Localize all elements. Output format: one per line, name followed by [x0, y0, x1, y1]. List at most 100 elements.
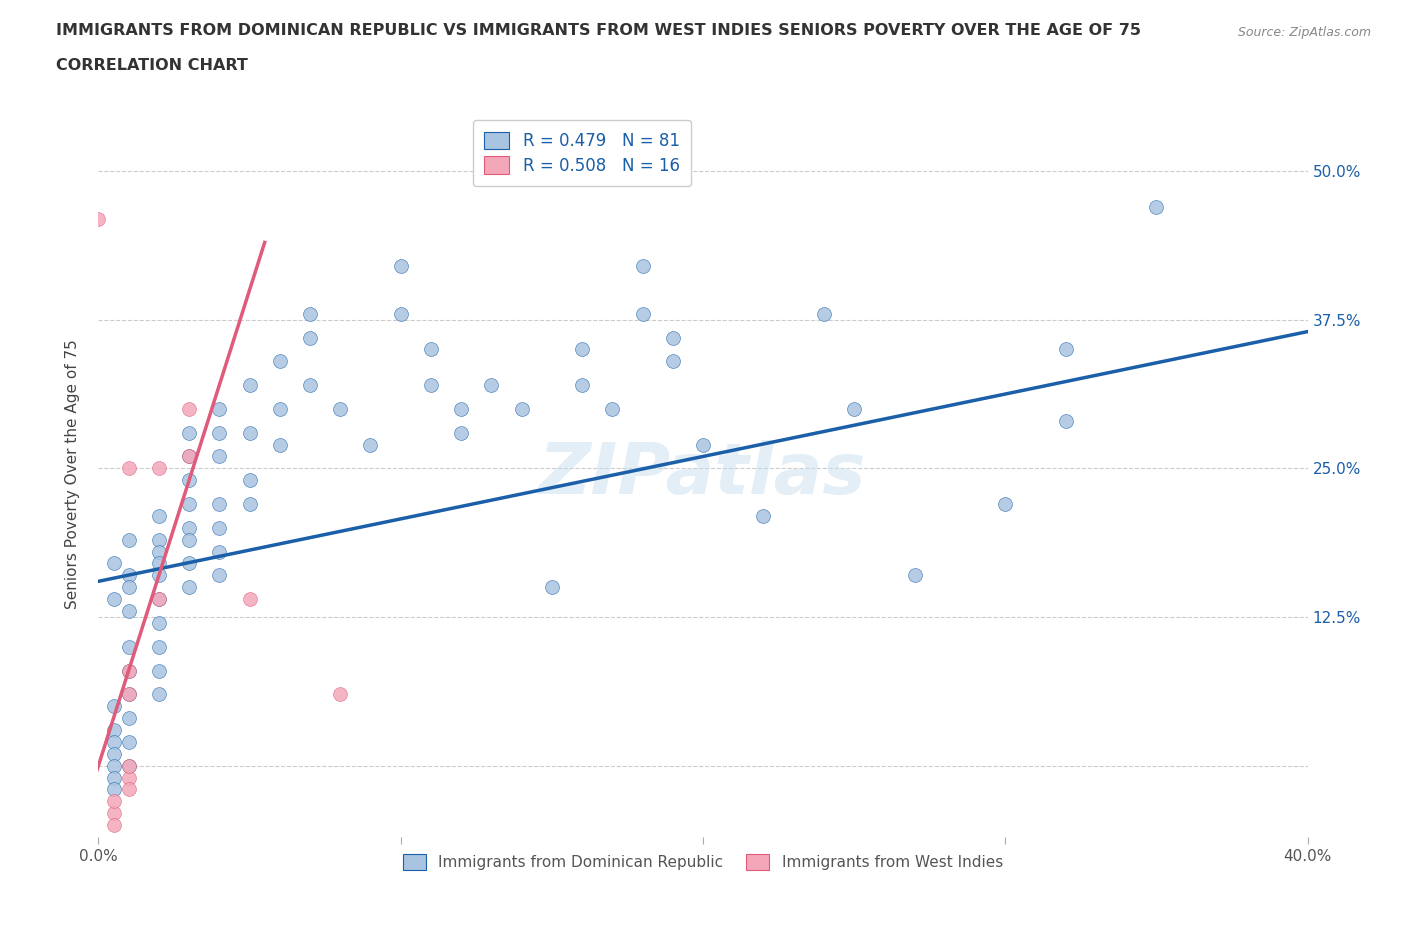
Point: [752, 509, 775, 524]
Point: [179, 472, 201, 487]
Point: [813, 306, 835, 321]
Point: [118, 461, 141, 476]
Point: [994, 497, 1017, 512]
Point: [179, 425, 201, 440]
Point: [208, 402, 231, 417]
Point: [148, 616, 170, 631]
Point: [118, 663, 141, 678]
Point: [661, 354, 683, 369]
Point: [239, 497, 262, 512]
Point: [179, 449, 201, 464]
Point: [118, 579, 141, 594]
Point: [103, 735, 125, 750]
Point: [103, 817, 125, 832]
Point: [179, 556, 201, 571]
Point: [208, 521, 231, 536]
Point: [208, 544, 231, 559]
Point: [103, 805, 125, 820]
Point: [103, 746, 125, 761]
Point: [148, 568, 170, 583]
Point: [148, 639, 170, 654]
Point: [179, 402, 201, 417]
Point: [118, 758, 141, 773]
Point: [179, 579, 201, 594]
Point: [299, 306, 322, 321]
Point: [360, 437, 382, 452]
Point: [103, 794, 125, 809]
Point: [571, 342, 593, 357]
Point: [450, 425, 472, 440]
Point: [420, 342, 443, 357]
Text: Source: ZipAtlas.com: Source: ZipAtlas.com: [1237, 26, 1371, 39]
Point: [103, 782, 125, 797]
Point: [148, 687, 170, 702]
Point: [148, 532, 170, 547]
Point: [148, 591, 170, 606]
Point: [179, 497, 201, 512]
Point: [118, 639, 141, 654]
Point: [118, 687, 141, 702]
Point: [208, 425, 231, 440]
Y-axis label: Seniors Poverty Over the Age of 75: Seniors Poverty Over the Age of 75: [65, 339, 80, 609]
Text: ZIPatlas: ZIPatlas: [540, 440, 866, 509]
Point: [179, 521, 201, 536]
Point: [1054, 342, 1077, 357]
Point: [239, 472, 262, 487]
Point: [118, 604, 141, 618]
Point: [118, 770, 141, 785]
Point: [148, 663, 170, 678]
Point: [208, 449, 231, 464]
Point: [118, 568, 141, 583]
Point: [148, 544, 170, 559]
Point: [103, 723, 125, 737]
Point: [148, 509, 170, 524]
Point: [118, 687, 141, 702]
Point: [299, 378, 322, 392]
Point: [269, 402, 291, 417]
Point: [510, 402, 533, 417]
Point: [631, 259, 654, 273]
Point: [118, 711, 141, 725]
Point: [103, 758, 125, 773]
Point: [450, 402, 472, 417]
Point: [148, 591, 170, 606]
Point: [269, 354, 291, 369]
Point: [904, 568, 927, 583]
Point: [148, 556, 170, 571]
Point: [269, 437, 291, 452]
Point: [103, 770, 125, 785]
Point: [571, 378, 593, 392]
Point: [118, 663, 141, 678]
Point: [239, 378, 262, 392]
Point: [389, 259, 412, 273]
Point: [118, 758, 141, 773]
Legend: Immigrants from Dominican Republic, Immigrants from West Indies: Immigrants from Dominican Republic, Immi…: [396, 848, 1010, 876]
Text: IMMIGRANTS FROM DOMINICAN REPUBLIC VS IMMIGRANTS FROM WEST INDIES SENIORS POVERT: IMMIGRANTS FROM DOMINICAN REPUBLIC VS IM…: [56, 23, 1142, 38]
Point: [420, 378, 443, 392]
Point: [179, 449, 201, 464]
Point: [87, 211, 110, 226]
Point: [602, 402, 624, 417]
Point: [118, 782, 141, 797]
Point: [1054, 413, 1077, 428]
Point: [118, 532, 141, 547]
Point: [103, 591, 125, 606]
Point: [148, 461, 170, 476]
Point: [179, 532, 201, 547]
Point: [631, 306, 654, 321]
Point: [118, 735, 141, 750]
Point: [239, 425, 262, 440]
Text: CORRELATION CHART: CORRELATION CHART: [56, 58, 247, 73]
Point: [481, 378, 503, 392]
Point: [329, 402, 352, 417]
Point: [103, 556, 125, 571]
Point: [208, 497, 231, 512]
Point: [844, 402, 866, 417]
Point: [239, 591, 262, 606]
Point: [329, 687, 352, 702]
Point: [661, 330, 683, 345]
Point: [692, 437, 714, 452]
Point: [103, 698, 125, 713]
Point: [389, 306, 412, 321]
Point: [1144, 199, 1167, 214]
